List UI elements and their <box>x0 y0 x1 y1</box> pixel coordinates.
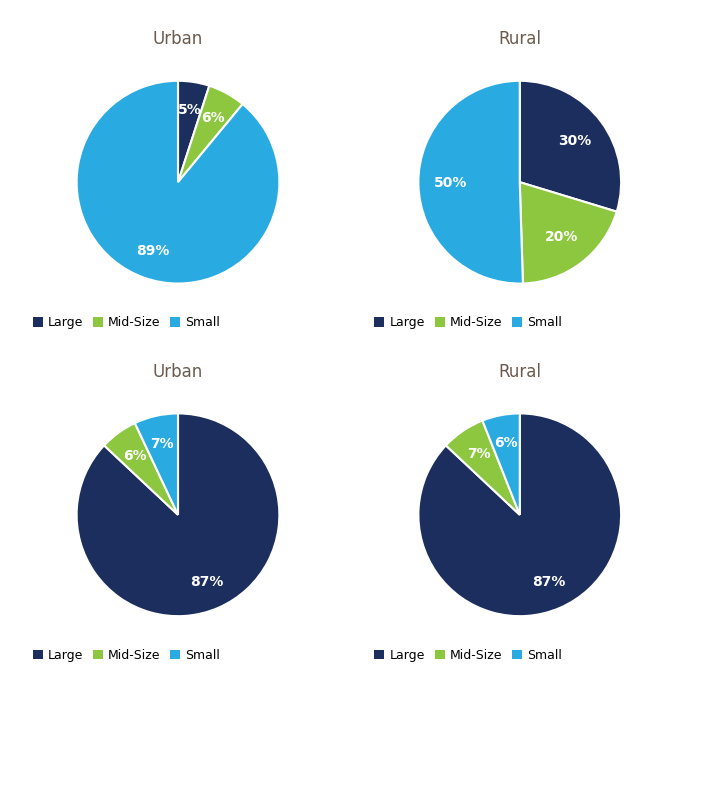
Text: Branches*: Branches* <box>312 356 407 374</box>
Text: 6%: 6% <box>494 436 518 450</box>
Legend: Large, Mid-Size, Small: Large, Mid-Size, Small <box>28 311 226 334</box>
Title: Rural: Rural <box>498 363 541 381</box>
Title: Urban: Urban <box>153 30 203 48</box>
Wedge shape <box>77 413 279 616</box>
Wedge shape <box>446 421 520 515</box>
Wedge shape <box>483 413 520 515</box>
Text: 87%: 87% <box>532 575 565 588</box>
Text: 50%: 50% <box>434 177 468 190</box>
Text: 87%: 87% <box>190 575 224 588</box>
Wedge shape <box>104 423 178 515</box>
Text: 6%: 6% <box>201 111 225 125</box>
Title: Urban: Urban <box>153 363 203 381</box>
Wedge shape <box>419 413 621 616</box>
Wedge shape <box>419 81 523 284</box>
Legend: Large, Mid-Size, Small: Large, Mid-Size, Small <box>370 644 567 667</box>
Legend: Large, Mid-Size, Small: Large, Mid-Size, Small <box>370 311 567 334</box>
Text: 7%: 7% <box>467 447 491 462</box>
Text: Firms*: Firms* <box>329 24 390 41</box>
Wedge shape <box>77 81 279 284</box>
Text: 20%: 20% <box>545 230 578 244</box>
Wedge shape <box>135 413 178 515</box>
Title: Rural: Rural <box>498 30 541 48</box>
Wedge shape <box>520 182 617 284</box>
Wedge shape <box>178 81 209 182</box>
Wedge shape <box>520 81 621 211</box>
Text: 30%: 30% <box>558 134 592 148</box>
Text: 7%: 7% <box>150 436 174 451</box>
Text: 5%: 5% <box>177 103 201 117</box>
Legend: Large, Mid-Size, Small: Large, Mid-Size, Small <box>28 644 226 667</box>
Text: 6%: 6% <box>123 449 147 463</box>
Wedge shape <box>178 86 243 182</box>
Text: 89%: 89% <box>137 244 170 258</box>
